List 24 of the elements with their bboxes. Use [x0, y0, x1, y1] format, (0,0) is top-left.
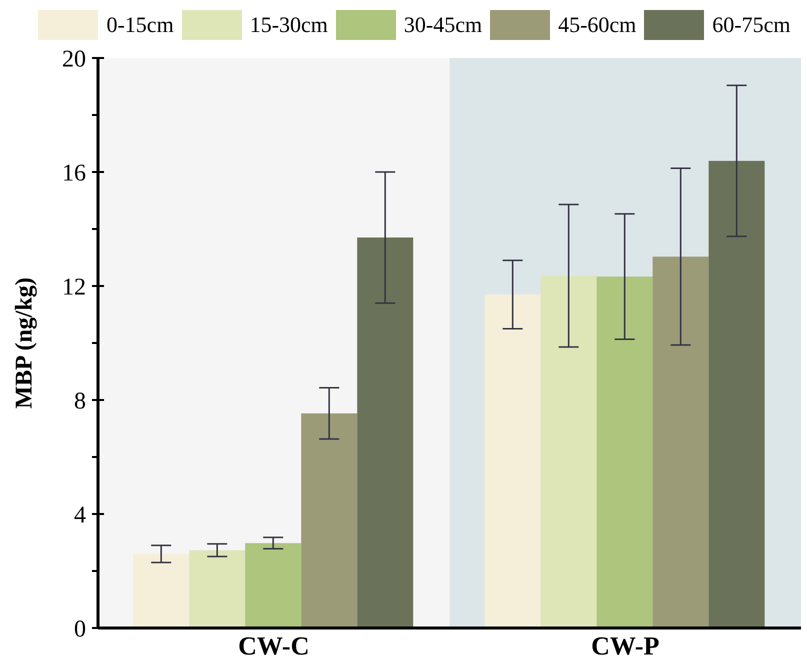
legend-label: 0-15cm: [106, 12, 174, 38]
bar: [596, 276, 653, 628]
y-axis-title: MBP (ng/kg): [12, 277, 38, 409]
bar: [357, 238, 414, 628]
bar: [708, 160, 765, 628]
x-tick-label: CW-P: [591, 631, 660, 660]
bar: [133, 554, 190, 628]
legend-label: 15-30cm: [250, 12, 328, 38]
bar: [484, 294, 541, 628]
bar: [540, 276, 597, 628]
bar: [189, 550, 246, 628]
y-tick-label: 8: [74, 388, 86, 414]
y-tick-label: 0: [74, 616, 86, 642]
legend-label: 45-60cm: [558, 12, 636, 38]
y-tick-label: 4: [74, 502, 86, 528]
bar: [652, 256, 709, 628]
legend-label: 60-75cm: [712, 12, 790, 38]
legend-label: 30-45cm: [404, 12, 482, 38]
y-tick-label: 20: [62, 46, 86, 72]
bar: [301, 413, 358, 628]
x-tick-label: CW-C: [238, 631, 310, 660]
bar: [245, 543, 302, 628]
y-tick-label: 16: [62, 160, 86, 186]
y-tick-label: 12: [62, 274, 86, 300]
